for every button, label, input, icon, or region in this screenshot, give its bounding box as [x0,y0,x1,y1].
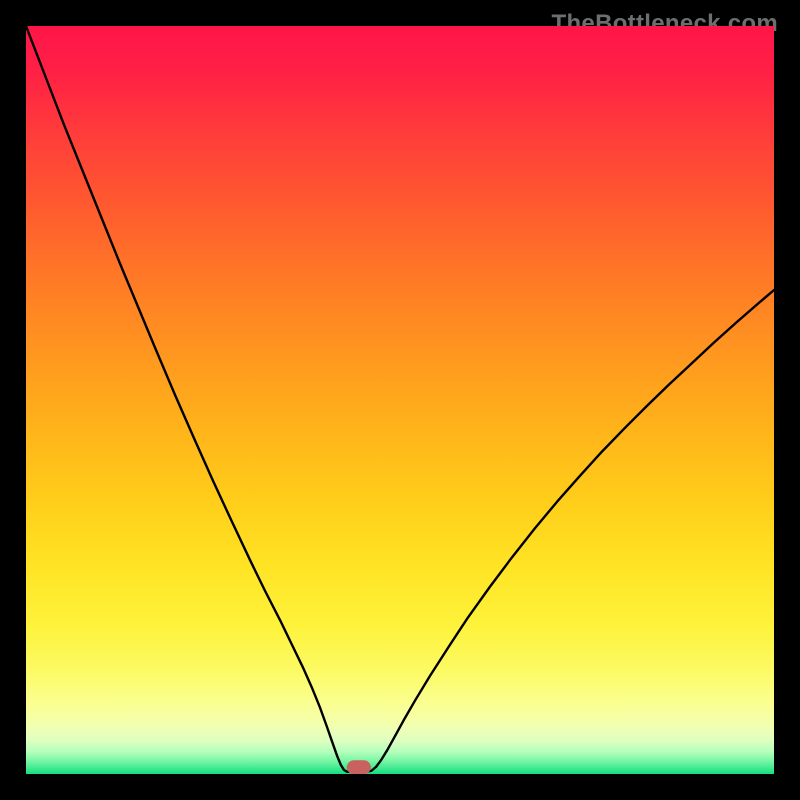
plot-background [26,26,774,774]
plot-area [26,26,774,774]
bottleneck-chart-stage: TheBottleneck.com [0,0,800,800]
minimum-marker [347,760,371,774]
bottleneck-curve-chart [26,26,774,774]
